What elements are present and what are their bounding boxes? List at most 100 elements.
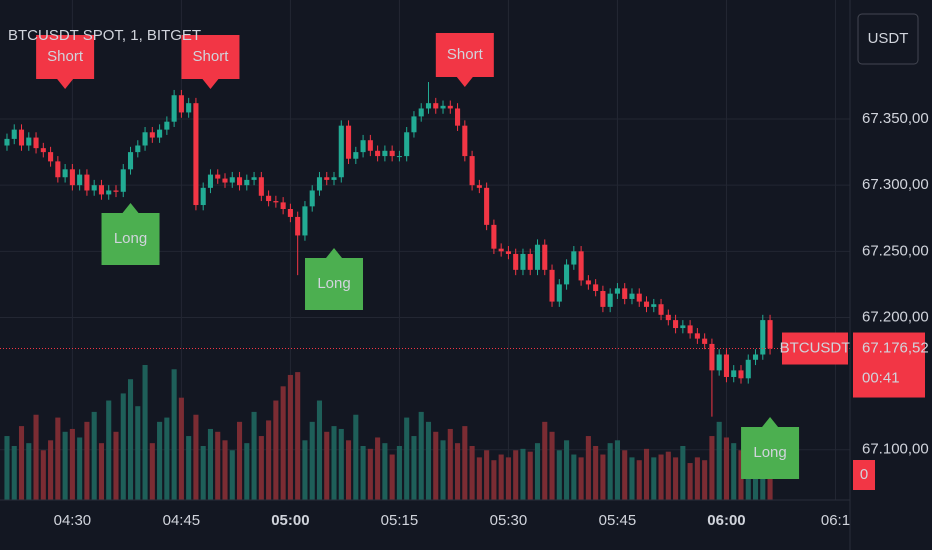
volume-bar [258, 436, 264, 500]
x-tick-label: 05:00 [271, 512, 309, 529]
volume-bar [651, 457, 657, 500]
candle-body [498, 248, 504, 252]
volume-bar [738, 450, 744, 500]
candle-body [55, 161, 61, 178]
volume-bar [636, 460, 642, 500]
volume-bar [164, 417, 170, 500]
volume-bar [113, 431, 119, 500]
candle-body [418, 108, 424, 117]
candle-body [658, 304, 664, 315]
candle-body [338, 125, 344, 178]
volume-bar [513, 450, 519, 500]
signal-label: Long [753, 444, 786, 461]
x-tick-label: 05:45 [599, 512, 637, 529]
volume-bar [614, 440, 620, 500]
volume-bar [193, 414, 199, 500]
candle-body [367, 140, 373, 151]
candle-body [18, 129, 25, 146]
candle-body [549, 269, 555, 302]
volume-bar [462, 426, 468, 500]
candle-body [462, 125, 468, 157]
candle-body [33, 137, 39, 149]
volume-bar [353, 414, 359, 500]
volume-bar [207, 428, 214, 500]
candle-body [11, 129, 17, 139]
candle-body [643, 301, 650, 307]
candle-body [309, 190, 315, 207]
y-tick-label: 67.350,00 [862, 110, 929, 127]
volume-bar [731, 443, 737, 500]
volume-bar [280, 386, 286, 500]
countdown: 00:41 [862, 369, 900, 386]
candle-body [455, 108, 461, 126]
candle-body [302, 206, 308, 236]
volume-bar [542, 421, 548, 500]
candle-body [673, 320, 679, 329]
candle-body [229, 177, 235, 183]
volume-bar [585, 436, 591, 500]
candle-body [404, 132, 410, 157]
candle-body [411, 116, 417, 133]
candle-body [505, 251, 511, 254]
candle-body [40, 148, 46, 153]
price-badge [853, 332, 925, 398]
candle-body [157, 129, 163, 138]
volume-bar [222, 440, 228, 500]
overlays: BTCUSDT 67.176,52 00:41 0 Short Short Short Lon… [0, 33, 929, 490]
candle-body [222, 178, 228, 183]
volume-bar [360, 446, 366, 500]
volume-bar [106, 400, 112, 500]
candle-body [702, 338, 708, 344]
signal-box [101, 203, 160, 265]
candle-body [26, 137, 32, 146]
candle-body [382, 150, 388, 157]
candle-body [665, 314, 671, 321]
volume-bar [18, 426, 25, 500]
volume-bar [534, 443, 541, 500]
volume-bar [69, 428, 75, 500]
candle-body [375, 150, 381, 157]
candle-body [331, 177, 337, 180]
volume-bar [142, 365, 148, 500]
volume-bar [593, 446, 599, 500]
candle-body [84, 174, 90, 191]
volume-bar [273, 400, 279, 500]
candle-body [266, 195, 272, 202]
candle-body [48, 152, 54, 162]
candle-body [520, 253, 526, 270]
currency-label[interactable]: USDT [868, 30, 909, 47]
volume-badge: 0 [860, 466, 868, 483]
candle-body [287, 208, 293, 217]
volume-badge-box [853, 460, 875, 490]
volume-bar [26, 443, 32, 500]
signal-box [181, 35, 240, 89]
candle-body [738, 370, 744, 379]
x-tick-label: 04:45 [163, 512, 201, 529]
volume-bar [316, 400, 323, 500]
currency-button[interactable] [857, 13, 919, 65]
candle-body [534, 244, 541, 270]
volume-bar [346, 440, 352, 500]
candle-body [484, 187, 490, 225]
candle-body [236, 177, 243, 186]
volume-bar [120, 393, 126, 500]
volume-bar [498, 454, 504, 500]
candle-body [171, 95, 177, 122]
signal-label: Short [47, 48, 84, 65]
volume-bar [295, 372, 301, 500]
candle-body [622, 288, 628, 299]
candle-body [215, 174, 221, 179]
candle-body [353, 152, 359, 159]
candle-body [513, 253, 519, 270]
candle-body [149, 132, 155, 138]
volume-bar [716, 421, 722, 500]
volume-bar [680, 446, 686, 500]
candle-body [571, 251, 577, 265]
volume-bar [455, 443, 461, 500]
candle-body [440, 105, 446, 109]
candle-body [709, 343, 715, 371]
y-tick-label: 67.300,00 [862, 176, 929, 193]
volume-bar [200, 446, 206, 500]
signal-box [305, 248, 364, 310]
chart-title: BTCUSDT SPOT, 1, BITGET [8, 27, 201, 44]
